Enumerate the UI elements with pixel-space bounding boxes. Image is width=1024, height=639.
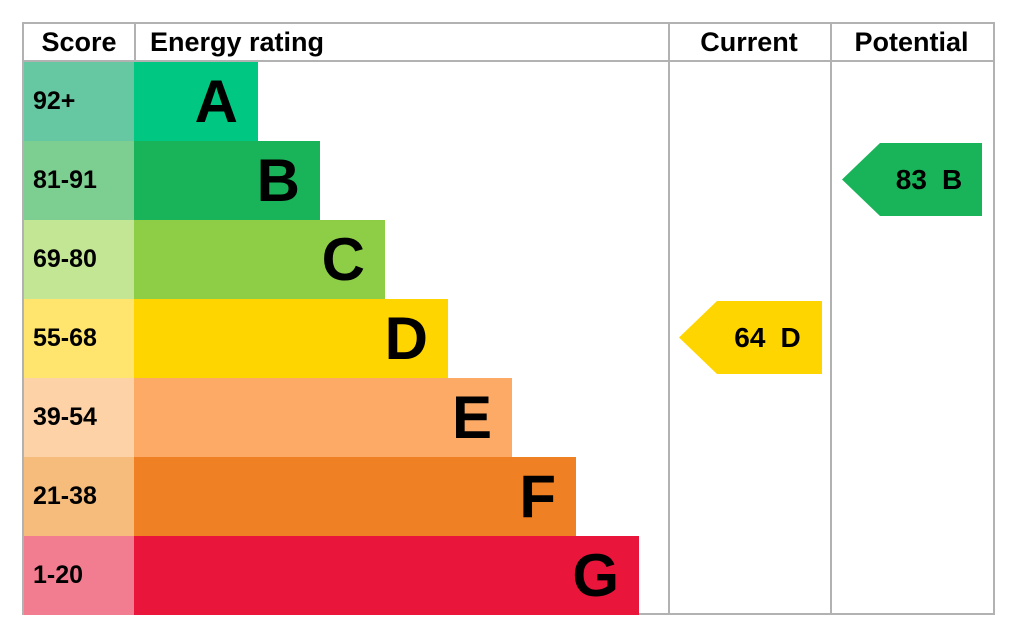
band-bar-F: F bbox=[134, 457, 576, 536]
band-bar-E: E bbox=[134, 378, 512, 457]
epc-rating-chart: Score Energy rating Current Potential 92… bbox=[22, 22, 995, 615]
band-bar-D: D bbox=[134, 299, 448, 378]
potential-rating-letter: B bbox=[941, 163, 963, 195]
band-score-range: 81-91 bbox=[24, 141, 134, 220]
potential-rating-arrow: 83 B bbox=[842, 143, 982, 216]
band-score-range: 55-68 bbox=[24, 299, 134, 378]
score-column-header: Score bbox=[41, 27, 117, 57]
current-potential-divider-line bbox=[830, 24, 832, 613]
band-row-B: 81-91 B bbox=[24, 141, 668, 220]
band-bar-G: G bbox=[134, 536, 639, 615]
current-rating-arrow: 64 D bbox=[679, 301, 822, 374]
score-rating-divider-line bbox=[134, 24, 136, 60]
energy-rating-column-header: Energy rating bbox=[150, 27, 325, 57]
band-row-F: 21-38 F bbox=[24, 457, 668, 536]
band-row-D: 55-68 D bbox=[24, 299, 668, 378]
current-rating-value: 64 bbox=[734, 321, 766, 353]
current-rating-letter: D bbox=[780, 321, 801, 353]
potential-column-header: Potential bbox=[854, 27, 969, 57]
band-bar-B: B bbox=[134, 141, 320, 220]
band-score-range: 1-20 bbox=[24, 536, 134, 615]
band-score-range: 69-80 bbox=[24, 220, 134, 299]
band-score-range: 92+ bbox=[24, 62, 134, 141]
band-score-range: 39-54 bbox=[24, 378, 134, 457]
band-bar-C: C bbox=[134, 220, 385, 299]
current-column-header: Current bbox=[700, 27, 798, 57]
band-row-A: 92+ A bbox=[24, 62, 668, 141]
header-divider-line bbox=[24, 60, 993, 62]
rating-current-divider-line bbox=[668, 24, 670, 613]
band-row-C: 69-80 C bbox=[24, 220, 668, 299]
band-bar-A: A bbox=[134, 62, 258, 141]
band-score-range: 21-38 bbox=[24, 457, 134, 536]
band-row-G: 1-20 G bbox=[24, 536, 668, 615]
potential-rating-value: 83 bbox=[895, 163, 927, 195]
band-row-E: 39-54 E bbox=[24, 378, 668, 457]
